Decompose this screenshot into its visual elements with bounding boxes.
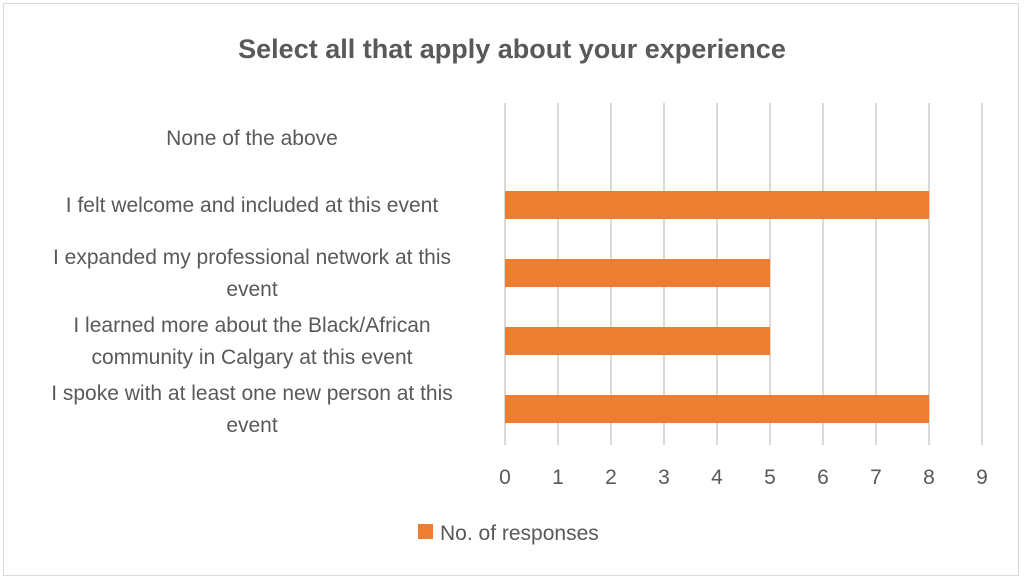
legend-swatch [418,524,433,539]
x-tick-label: 9 [976,466,988,489]
category-label-line: event [226,414,278,437]
chart-frame [3,3,1019,576]
bar-1 [505,191,929,219]
x-tick-label: 0 [499,466,511,489]
category-label-line: community in Calgary at this event [92,346,413,369]
bar-3 [505,327,770,355]
category-label-line: I felt welcome and included at this even… [66,194,439,217]
x-tick-label: 8 [923,466,935,489]
category-label-line: None of the above [166,127,338,150]
bar-2 [505,259,770,287]
x-tick-label: 1 [552,466,564,489]
category-label-line: I expanded my professional network at th… [53,246,451,269]
category-label: I learned more about the Black/African co… [73,314,430,369]
x-tick-label: 3 [658,466,670,489]
category-label: None of the above [166,127,338,150]
x-tick-label: 5 [764,466,776,489]
x-tick-label: 6 [817,466,829,489]
category-label-line: I spoke with at least one new person at … [51,382,453,405]
category-label-line: event [226,278,278,301]
category-label: I spoke with at least one new person at … [51,382,453,437]
legend: No. of responses [418,522,599,545]
x-tick-label: 2 [605,466,617,489]
x-tick-label: 7 [870,466,882,489]
category-label: I felt welcome and included at this even… [66,194,439,217]
x-tick-label: 4 [711,466,723,489]
x-tick-labels: 0 1 2 3 4 5 6 7 8 9 [499,466,988,489]
gridlines [504,103,983,445]
category-label: I expanded my professional network at th… [53,246,451,301]
category-label-line: I learned more about the Black/African [73,314,430,337]
chart-title: Select all that apply about your experie… [238,34,786,64]
category-labels: None of the above I felt welcome and incl… [51,127,453,437]
bars [505,191,929,423]
legend-label: No. of responses [440,522,599,545]
bar-4 [505,395,929,423]
